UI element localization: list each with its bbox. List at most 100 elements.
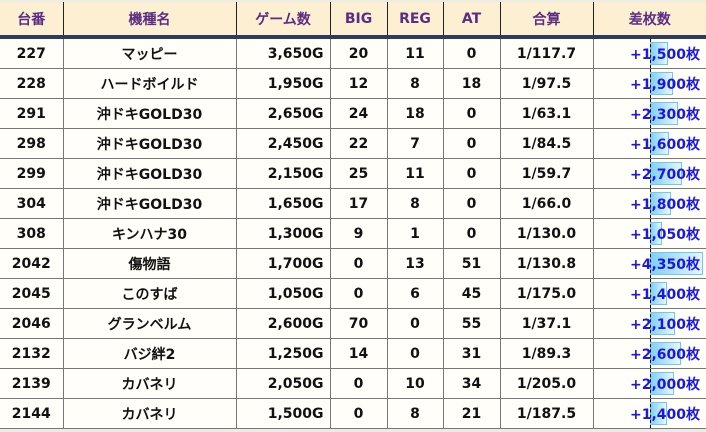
- header-big[interactable]: BIG: [330, 2, 388, 39]
- cell-machine-no: 228: [0, 68, 64, 99]
- cell-reg: 7: [387, 128, 444, 159]
- cell-reg: 18: [387, 98, 444, 129]
- cell-diff: +1,400枚: [593, 398, 706, 429]
- cell-at: 0: [443, 218, 501, 249]
- cell-at: 0: [443, 37, 501, 69]
- cell-big: 12: [330, 68, 388, 99]
- header-reg[interactable]: REG: [387, 2, 444, 39]
- header-diff[interactable]: 差枚数: [593, 2, 706, 39]
- cell-total: 1/63.1: [500, 98, 594, 129]
- diff-value: +2,300枚: [629, 106, 700, 123]
- cell-machine-no: 227: [0, 37, 64, 69]
- cell-machine-name: バジ絆2: [63, 338, 237, 369]
- data-bar-axis: [649, 189, 651, 218]
- cell-big: 22: [330, 128, 388, 159]
- cell-total: 1/59.7: [500, 158, 594, 189]
- cell-machine-name: カバネリ: [63, 368, 237, 399]
- data-bar-axis: [649, 249, 651, 278]
- data-bar-axis: [649, 399, 651, 428]
- table-row: 308 キンハナ30 1,300G 9 1 0 1/130.0 +1,050枚: [0, 218, 706, 249]
- cell-machine-name: 沖ドキGOLD30: [63, 128, 237, 159]
- cell-games: 2,450G: [236, 128, 331, 159]
- cell-machine-no: 2139: [0, 368, 64, 399]
- cell-diff: +4,350枚: [593, 248, 706, 279]
- cell-big: 24: [330, 98, 388, 129]
- data-bar-axis: [649, 369, 651, 398]
- cell-total: 1/175.0: [500, 278, 594, 309]
- header-machine-name[interactable]: 機種名: [63, 2, 237, 39]
- cell-games: 1,500G: [236, 398, 331, 429]
- cell-at: 21: [443, 398, 501, 429]
- header-row: 台番 機種名 ゲーム数 BIG REG AT 合算 差枚数: [0, 2, 706, 39]
- cell-reg: 0: [387, 308, 444, 339]
- cell-big: 20: [330, 37, 388, 69]
- cell-diff: +1,050枚: [593, 218, 706, 249]
- cell-total: 1/89.3: [500, 338, 594, 369]
- table-row: 2144 カバネリ 1,500G 0 8 21 1/187.5 +1,400枚: [0, 398, 706, 429]
- cell-big: 0: [330, 368, 388, 399]
- header-at[interactable]: AT: [443, 2, 501, 39]
- cell-machine-no: 2132: [0, 338, 64, 369]
- cell-diff: +2,100枚: [593, 308, 706, 339]
- cell-at: 0: [443, 128, 501, 159]
- diff-value: +1,400枚: [629, 286, 700, 303]
- cell-reg: 8: [387, 398, 444, 429]
- data-bar-axis: [649, 279, 651, 308]
- cell-reg: 6: [387, 278, 444, 309]
- diff-value: +4,350枚: [629, 256, 700, 273]
- cell-games: 2,050G: [236, 368, 331, 399]
- cell-at: 34: [443, 368, 501, 399]
- cell-reg: 11: [387, 37, 444, 69]
- cell-total: 1/37.1: [500, 308, 594, 339]
- table-row: 2132 バジ絆2 1,250G 14 0 31 1/89.3 +2,600枚: [0, 338, 706, 369]
- cell-games: 2,600G: [236, 308, 331, 339]
- cell-machine-name: キンハナ30: [63, 218, 237, 249]
- data-bar-axis: [649, 339, 651, 368]
- cell-games: 1,050G: [236, 278, 331, 309]
- cell-big: 0: [330, 278, 388, 309]
- cell-at: 31: [443, 338, 501, 369]
- cell-diff: +2,700枚: [593, 158, 706, 189]
- table-row: 298 沖ドキGOLD30 2,450G 22 7 0 1/84.5 +1,600枚: [0, 128, 706, 159]
- data-bar-axis: [649, 69, 651, 98]
- cell-total: 1/130.8: [500, 248, 594, 279]
- cell-games: 1,700G: [236, 248, 331, 279]
- header-machine-no[interactable]: 台番: [0, 2, 64, 39]
- header-games[interactable]: ゲーム数: [236, 2, 331, 39]
- cell-reg: 13: [387, 248, 444, 279]
- cell-games: 1,650G: [236, 188, 331, 219]
- cell-big: 0: [330, 248, 388, 279]
- cell-machine-no: 298: [0, 128, 64, 159]
- cell-machine-name: グランベルム: [63, 308, 237, 339]
- cell-diff: +2,300枚: [593, 98, 706, 129]
- cell-big: 70: [330, 308, 388, 339]
- header-total[interactable]: 合算: [500, 2, 594, 39]
- diff-value: +1,500枚: [629, 46, 700, 63]
- cell-at: 0: [443, 188, 501, 219]
- cell-machine-no: 299: [0, 158, 64, 189]
- cell-total: 1/130.0: [500, 218, 594, 249]
- cell-total: 1/117.7: [500, 37, 594, 69]
- cell-games: 1,250G: [236, 338, 331, 369]
- cell-big: 17: [330, 188, 388, 219]
- cell-machine-name: 沖ドキGOLD30: [63, 158, 237, 189]
- diff-value: +2,600枚: [629, 346, 700, 363]
- cell-games: 3,650G: [236, 37, 331, 69]
- cell-big: 14: [330, 338, 388, 369]
- cell-machine-name: 沖ドキGOLD30: [63, 98, 237, 129]
- table-row: 291 沖ドキGOLD30 2,650G 24 18 0 1/63.1 +2,300枚: [0, 98, 706, 129]
- cell-total: 1/97.5: [500, 68, 594, 99]
- cell-games: 2,650G: [236, 98, 331, 129]
- data-bar-axis: [649, 99, 651, 128]
- table-row: 2045 このすば 1,050G 0 6 45 1/175.0 +1,400枚: [0, 278, 706, 309]
- cell-machine-name: 傷物語: [63, 248, 237, 279]
- cell-machine-no: 2144: [0, 398, 64, 429]
- cell-machine-no: 2042: [0, 248, 64, 279]
- cell-big: 25: [330, 158, 388, 189]
- cell-machine-no: 2046: [0, 308, 64, 339]
- diff-value: +1,600枚: [629, 136, 700, 153]
- cell-diff: +2,000枚: [593, 368, 706, 399]
- cell-reg: 0: [387, 338, 444, 369]
- cell-total: 1/205.0: [500, 368, 594, 399]
- table-row: 227 マッピー 3,650G 20 11 0 1/117.7 +1,500枚: [0, 37, 706, 69]
